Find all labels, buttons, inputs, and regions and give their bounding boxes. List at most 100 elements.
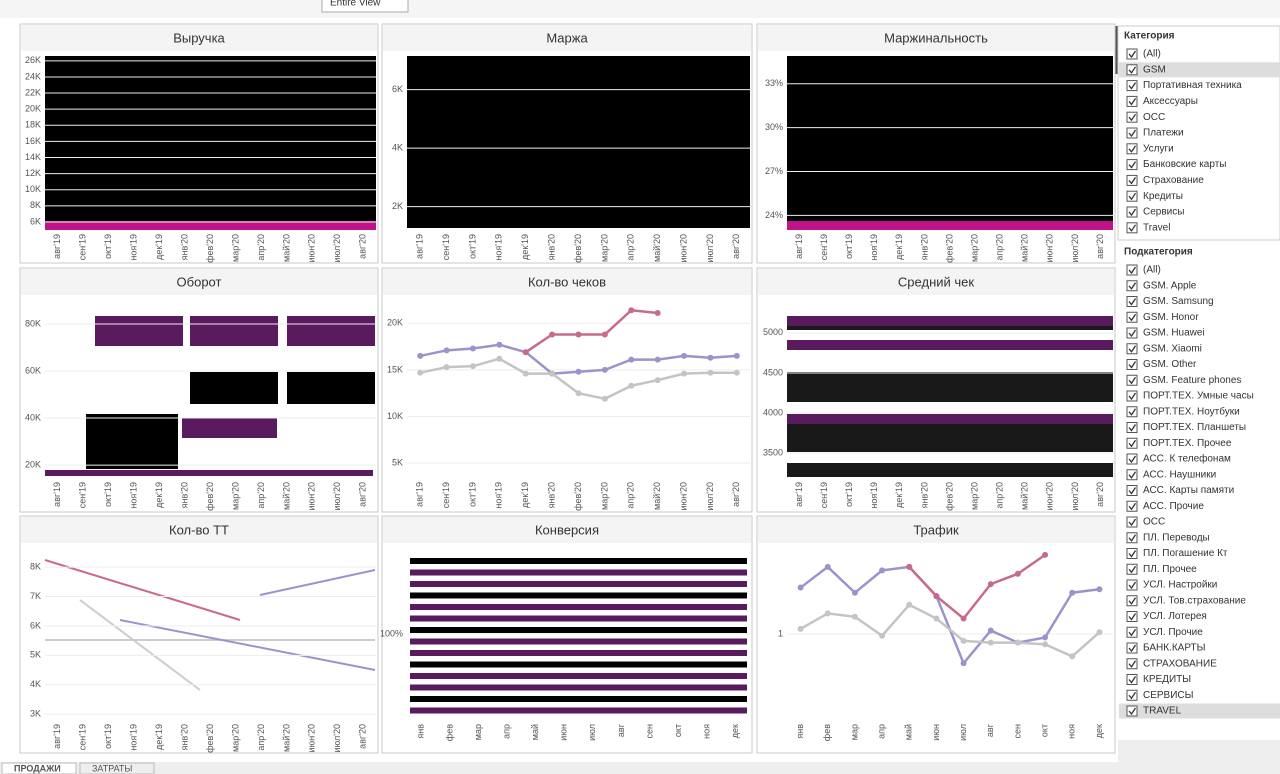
checkbox[interactable] xyxy=(1126,626,1138,638)
sheet-tab[interactable] xyxy=(79,762,155,774)
filter-item[interactable]: GSM. Huawei xyxy=(1143,328,1205,339)
filter-item[interactable]: GSM xyxy=(1143,64,1166,75)
filter-item[interactable]: КРЕДИТЫ xyxy=(1143,674,1191,685)
filter-item[interactable]: GSM. Honor xyxy=(1143,312,1199,323)
filter-item[interactable]: АСС. Наушники xyxy=(1143,469,1216,480)
view-dropdown[interactable] xyxy=(321,0,409,13)
checkbox[interactable] xyxy=(1126,190,1138,202)
checkbox[interactable] xyxy=(1126,453,1138,465)
y-tick-label: 33% xyxy=(765,78,783,88)
checkbox[interactable] xyxy=(1126,705,1138,717)
checkmark xyxy=(1128,113,1137,122)
filter-item[interactable]: Услуги xyxy=(1143,143,1174,154)
filter-item[interactable]: GSM. Xiaomi xyxy=(1143,343,1202,354)
filter-item[interactable]: БАНК.КАРТЫ xyxy=(1143,643,1206,654)
checkbox[interactable] xyxy=(1126,111,1138,123)
checkbox[interactable] xyxy=(1126,159,1138,171)
checkbox[interactable] xyxy=(1126,516,1138,528)
filter-item[interactable]: СЕРВИСЫ xyxy=(1143,690,1194,701)
checkbox[interactable] xyxy=(1126,48,1138,60)
filter-item[interactable]: Портативная техника xyxy=(1143,80,1242,91)
checkbox[interactable] xyxy=(1126,674,1138,685)
filter-item[interactable]: (All) xyxy=(1143,49,1161,60)
filter-item[interactable]: ПОРТ.ТЕХ. Планшеты xyxy=(1143,422,1246,433)
series-point xyxy=(628,356,635,363)
checkbox[interactable] xyxy=(1126,563,1138,575)
filter-item[interactable]: Аксессуары xyxy=(1143,96,1198,107)
y-tick-label: 3500 xyxy=(763,448,783,458)
checkbox[interactable] xyxy=(1126,95,1138,107)
checkbox[interactable] xyxy=(1126,80,1138,92)
filter-item[interactable]: (All) xyxy=(1143,265,1161,276)
checkbox[interactable] xyxy=(1126,689,1138,701)
filter-item[interactable]: УСЛ. Настройки xyxy=(1143,580,1217,591)
filter-item[interactable]: Банковские карты xyxy=(1143,159,1226,170)
filter-item[interactable]: АСС. Прочие xyxy=(1143,501,1204,512)
filter-item[interactable]: ПОРТ.ТЕХ. Прочее xyxy=(1143,438,1232,449)
series-point xyxy=(1069,589,1076,596)
sheet-tab-label[interactable]: ЗАТРАТЫ xyxy=(92,763,132,773)
filter-item[interactable]: ПЛ. Погашение Кт xyxy=(1143,548,1228,559)
checkbox[interactable] xyxy=(1126,595,1138,607)
filter-item[interactable]: ОСС xyxy=(1143,517,1165,528)
filter-item[interactable]: Страхование xyxy=(1143,175,1204,186)
checkbox[interactable] xyxy=(1126,280,1138,292)
checkbox[interactable] xyxy=(1126,359,1138,370)
filter-item[interactable]: ПОРТ.ТЕХ. Ноутбуки xyxy=(1143,405,1240,417)
checkbox[interactable] xyxy=(1126,422,1138,433)
checkbox[interactable] xyxy=(1126,222,1138,234)
filter-item[interactable]: Платежи xyxy=(1143,128,1184,139)
panel-title: Оборот xyxy=(177,274,222,289)
filter-item[interactable]: УСЛ. Тов.страхование xyxy=(1143,595,1246,606)
checkbox[interactable] xyxy=(1126,327,1138,339)
filter-item[interactable]: ПЛ. Переводы xyxy=(1143,532,1210,543)
y-tick-label: 3K xyxy=(30,708,41,718)
checkbox[interactable] xyxy=(1126,311,1138,323)
filter-item[interactable]: Сервисы xyxy=(1143,207,1184,218)
checkbox[interactable] xyxy=(1126,532,1138,544)
filter-item[interactable]: ПЛ. Прочее xyxy=(1143,564,1197,575)
checkbox[interactable] xyxy=(1126,469,1138,481)
checkbox[interactable] xyxy=(1126,206,1138,218)
checkbox[interactable] xyxy=(1126,296,1138,307)
filter-item[interactable]: TRAVEL xyxy=(1143,706,1182,717)
checkbox[interactable] xyxy=(1126,143,1138,155)
checkbox[interactable] xyxy=(1126,264,1138,276)
checkmark xyxy=(1128,208,1137,217)
series-line xyxy=(799,603,1101,658)
series-point xyxy=(654,377,661,384)
filter-item[interactable]: СТРАХОВАНИЕ xyxy=(1143,658,1217,669)
series-point xyxy=(496,341,503,348)
checkmark xyxy=(1128,691,1137,700)
filter-item[interactable]: GSM. Samsung xyxy=(1143,296,1214,307)
checkbox[interactable] xyxy=(1126,406,1138,418)
checkbox[interactable] xyxy=(1126,485,1138,496)
checkbox[interactable] xyxy=(1126,548,1138,559)
filter-item[interactable]: Кредиты xyxy=(1143,191,1183,202)
checkbox[interactable] xyxy=(1126,127,1138,139)
checkbox[interactable] xyxy=(1126,500,1138,512)
checkbox[interactable] xyxy=(1126,390,1138,402)
filter-item[interactable]: АСС. К телефонам xyxy=(1143,453,1231,465)
filter-item[interactable]: УСЛ. Лотерея xyxy=(1143,611,1207,622)
filter-item[interactable]: АСС. Карты памяти xyxy=(1143,485,1234,496)
filter-item[interactable]: Travel xyxy=(1143,222,1170,233)
checkbox[interactable] xyxy=(1126,642,1138,654)
checkbox[interactable] xyxy=(1126,343,1138,355)
sheet-tab-label[interactable]: ПРОДАЖИ xyxy=(14,763,61,773)
checkbox[interactable] xyxy=(1126,658,1138,670)
panel-header xyxy=(21,25,377,51)
checkbox[interactable] xyxy=(1126,579,1138,591)
checkbox[interactable] xyxy=(1126,611,1138,622)
checkbox[interactable] xyxy=(1126,64,1138,76)
checkbox[interactable] xyxy=(1126,374,1138,386)
filter-item[interactable]: GSM. Apple xyxy=(1143,280,1197,291)
checkbox[interactable] xyxy=(1126,174,1138,186)
filter-item[interactable]: ПОРТ.ТЕХ. Умные часы xyxy=(1143,391,1254,402)
filter-item[interactable]: GSM. Feature phones xyxy=(1143,375,1241,386)
filter-item[interactable]: GSM. Other xyxy=(1143,359,1197,370)
filter-item[interactable]: ОСС xyxy=(1143,112,1165,123)
checkbox[interactable] xyxy=(1126,437,1138,449)
filter-item[interactable]: УСЛ. Прочие xyxy=(1143,627,1203,638)
sheet-tab[interactable] xyxy=(1,762,77,774)
